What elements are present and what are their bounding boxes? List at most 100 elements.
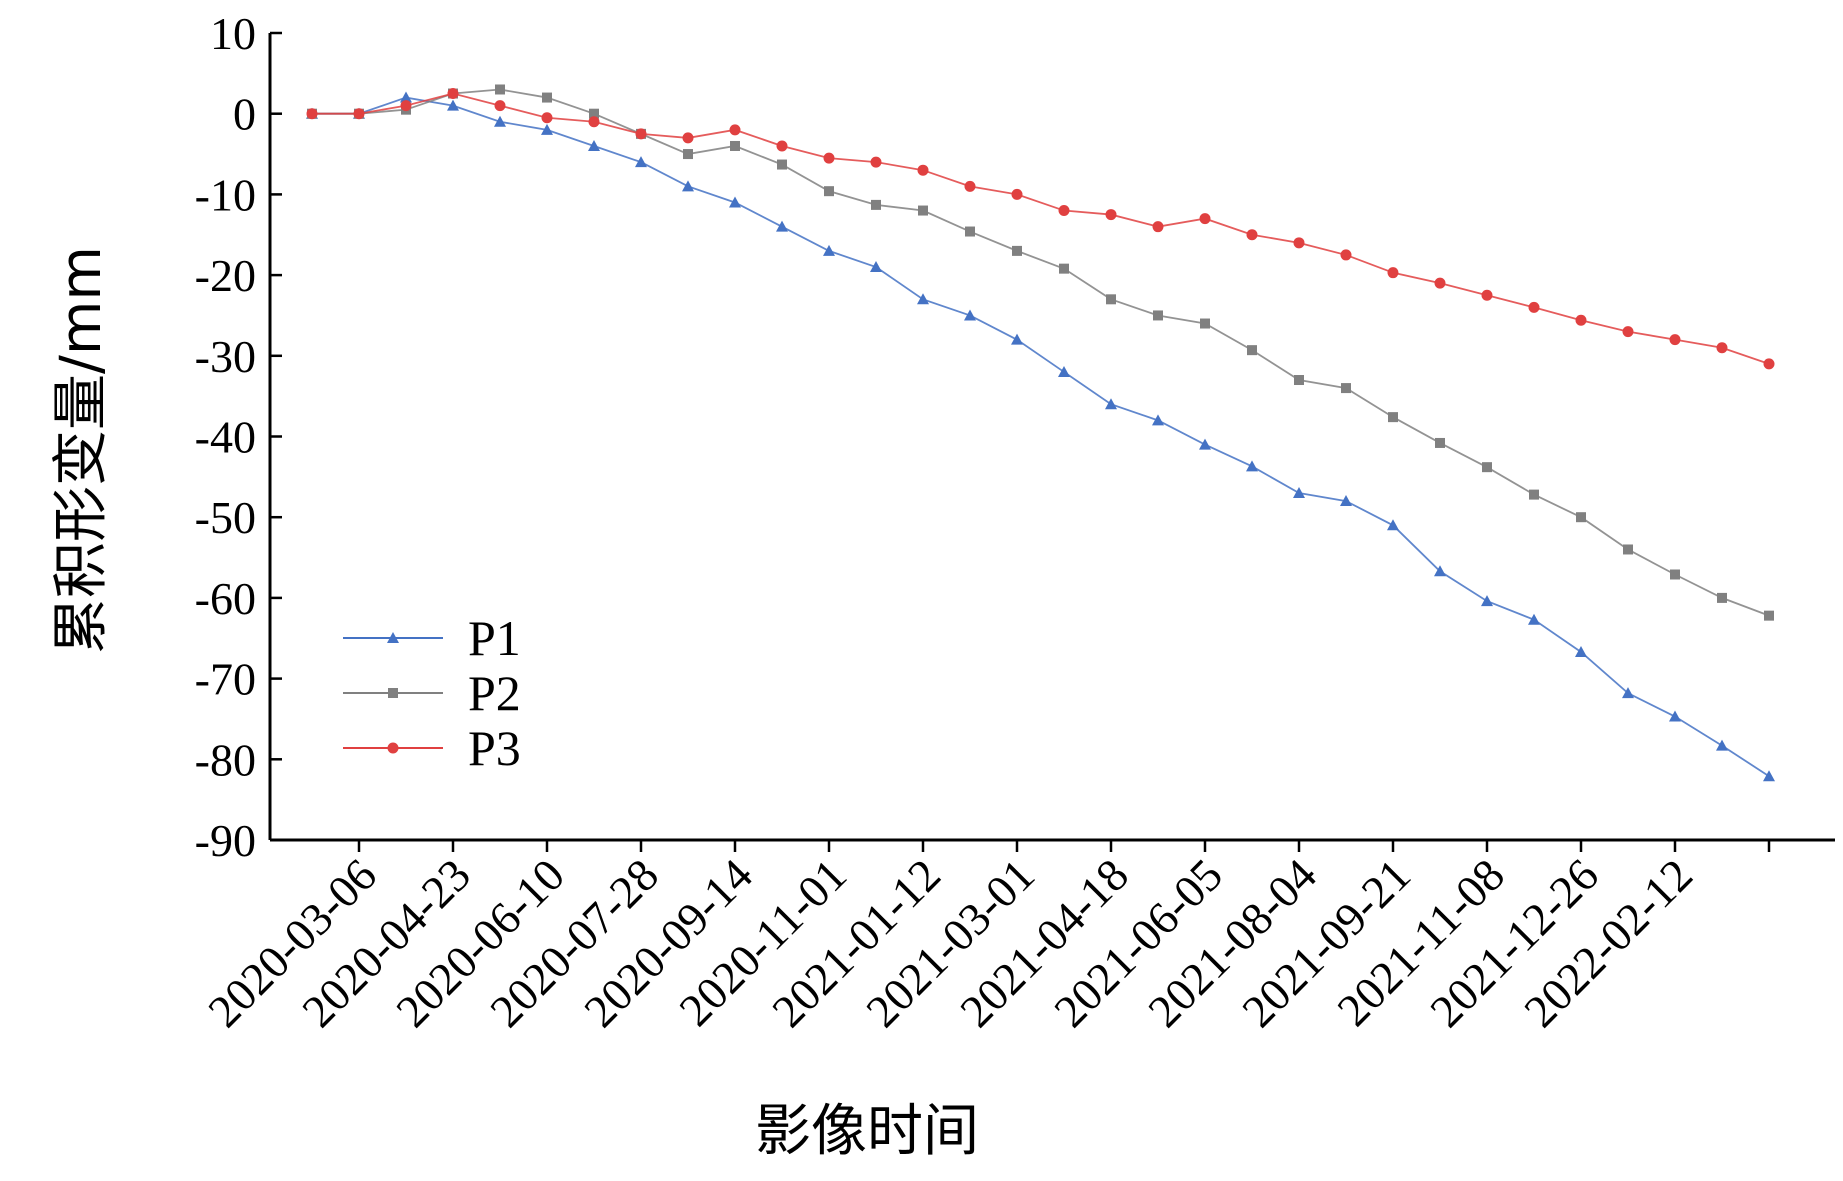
y-tick-label: -60 xyxy=(195,573,256,624)
data-point-P3 xyxy=(635,128,647,140)
data-point-P1 xyxy=(1246,460,1258,472)
data-point-P1 xyxy=(1528,613,1540,625)
data-point-P2 xyxy=(824,186,834,197)
data-point-P2 xyxy=(1482,462,1492,473)
legend-label-P2: P2 xyxy=(468,665,521,721)
data-point-P1 xyxy=(1481,595,1493,607)
data-point-P2 xyxy=(1059,263,1069,274)
data-point-P2 xyxy=(683,149,693,160)
data-point-P3 xyxy=(1763,358,1775,370)
data-point-P1 xyxy=(776,220,788,232)
data-point-P3 xyxy=(1199,213,1211,225)
data-point-P2 xyxy=(1435,437,1445,448)
data-point-P1 xyxy=(1293,486,1305,498)
legend-label-P1: P1 xyxy=(468,610,521,666)
data-point-P3 xyxy=(494,100,506,112)
data-point-P1 xyxy=(1716,739,1728,751)
data-point-P2 xyxy=(495,84,505,95)
y-tick-label: -10 xyxy=(195,169,256,220)
data-point-P1 xyxy=(1011,333,1023,345)
series-line-P3 xyxy=(312,92,1770,365)
data-point-P1 xyxy=(917,293,929,305)
data-point-P2 xyxy=(1529,489,1539,500)
data-point-P1 xyxy=(823,244,835,256)
y-tick-label: -90 xyxy=(195,815,256,866)
x-axis-title: 影像时间 xyxy=(755,1099,979,1164)
data-point-P3 xyxy=(917,164,929,176)
series-line-P1 xyxy=(312,96,1770,778)
data-point-P2 xyxy=(1247,345,1257,356)
data-point-P1 xyxy=(1622,687,1634,699)
series-layer xyxy=(306,84,1775,782)
data-point-P2 xyxy=(871,199,881,210)
data-point-P3 xyxy=(588,116,600,128)
data-point-P1 xyxy=(447,99,459,111)
data-point-P2 xyxy=(1341,383,1351,394)
data-point-P2 xyxy=(1670,569,1680,580)
data-point-P1 xyxy=(1058,365,1070,377)
data-point-P1 xyxy=(1669,710,1681,722)
y-axis-title: 累积形变量/mm xyxy=(49,246,114,654)
data-point-P3 xyxy=(1152,221,1164,233)
data-point-P3 xyxy=(1622,326,1634,338)
data-point-P2 xyxy=(1106,294,1116,305)
y-tick-label: -50 xyxy=(195,492,256,543)
y-tick-label: -70 xyxy=(195,654,256,705)
data-point-P2 xyxy=(1294,375,1304,386)
legend-label-P3: P3 xyxy=(468,720,521,776)
data-point-P2 xyxy=(1623,544,1633,555)
data-point-P3 xyxy=(729,124,741,136)
data-point-P3 xyxy=(823,152,835,164)
data-point-P2 xyxy=(589,108,599,119)
data-point-P3 xyxy=(1293,237,1305,249)
series-P1 xyxy=(306,91,1775,782)
data-point-P2 xyxy=(1717,592,1727,603)
legend-marker-P1 xyxy=(387,632,399,643)
data-point-P2 xyxy=(1388,412,1398,423)
data-point-P1 xyxy=(635,156,647,168)
data-point-P2 xyxy=(1200,318,1210,329)
data-point-P3 xyxy=(1246,229,1258,241)
data-point-P2 xyxy=(777,159,787,170)
data-point-P1 xyxy=(1575,645,1587,657)
data-point-P3 xyxy=(870,156,882,168)
data-point-P2 xyxy=(1576,512,1586,523)
data-point-P1 xyxy=(541,123,553,135)
data-point-P1 xyxy=(1763,770,1775,782)
data-point-P3 xyxy=(353,108,365,120)
data-point-P1 xyxy=(1340,495,1352,507)
data-point-P3 xyxy=(1575,314,1587,326)
y-tick-label: -40 xyxy=(195,412,256,463)
data-point-P1 xyxy=(588,139,600,151)
data-point-P3 xyxy=(1669,334,1681,346)
data-point-P3 xyxy=(1011,188,1023,200)
data-point-P2 xyxy=(1153,310,1163,321)
legend-marker-P2 xyxy=(388,688,398,698)
data-point-P2 xyxy=(542,92,552,103)
data-point-P2 xyxy=(1764,610,1774,621)
data-point-P1 xyxy=(870,261,882,273)
y-tick-label: -30 xyxy=(195,331,256,382)
data-point-P3 xyxy=(1716,342,1728,354)
data-point-P3 xyxy=(541,112,553,124)
y-tick-label: 0 xyxy=(233,89,256,140)
data-point-P2 xyxy=(730,140,740,151)
data-point-P1 xyxy=(1434,565,1446,577)
data-point-P1 xyxy=(964,309,976,321)
series-line-P2 xyxy=(312,88,1770,617)
data-point-P2 xyxy=(1012,245,1022,256)
data-point-P3 xyxy=(1528,301,1540,313)
data-point-P3 xyxy=(1340,249,1352,261)
data-point-P3 xyxy=(1058,205,1070,217)
legend-marker-P3 xyxy=(387,742,399,754)
data-point-P3 xyxy=(306,108,318,120)
series-P3 xyxy=(306,88,1775,370)
y-tick-label: -80 xyxy=(195,734,256,785)
y-tick-label: 10 xyxy=(210,8,256,59)
data-point-P3 xyxy=(964,180,976,192)
data-point-P1 xyxy=(1152,414,1164,426)
series-P2 xyxy=(307,84,1774,621)
y-tick-label: -20 xyxy=(195,250,256,301)
